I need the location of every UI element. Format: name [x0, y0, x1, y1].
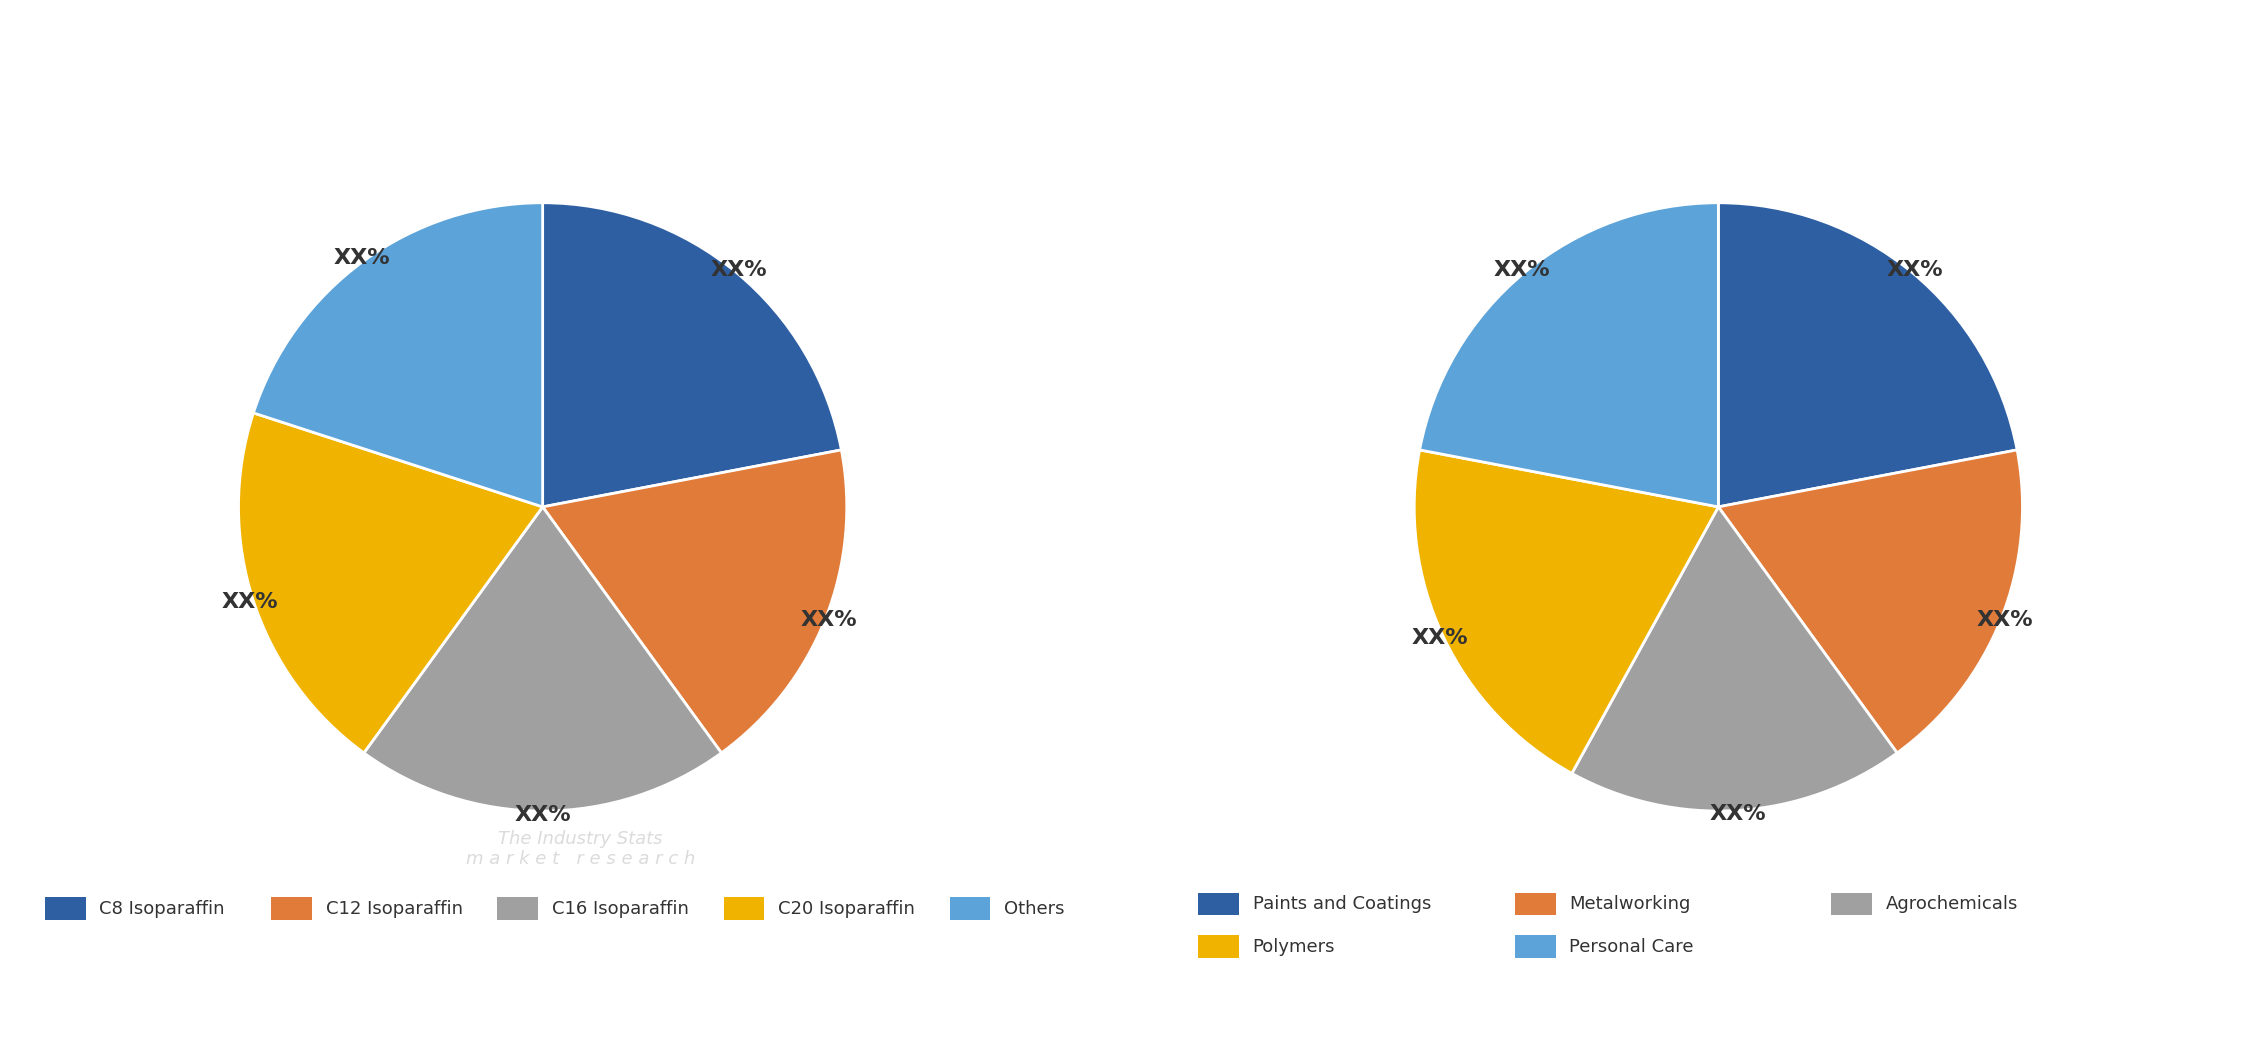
Text: Source: Theindustrystats Analysis: Source: Theindustrystats Analysis [45, 1004, 421, 1022]
Wedge shape [253, 203, 543, 507]
Text: Website: www.theindustrystats.com: Website: www.theindustrystats.com [1816, 1004, 2216, 1022]
Text: XX%: XX% [800, 610, 857, 630]
Bar [950, 898, 990, 920]
Text: XX%: XX% [1886, 260, 1942, 280]
Text: Metalworking: Metalworking [1569, 894, 1691, 913]
Bar [1198, 936, 1239, 958]
Wedge shape [1718, 450, 2024, 753]
Wedge shape [237, 413, 543, 753]
Bar [45, 898, 86, 920]
Bar [497, 898, 538, 920]
Wedge shape [364, 507, 721, 811]
Text: XX%: XX% [513, 805, 572, 825]
Text: XX%: XX% [1411, 628, 1467, 648]
Text: The Industry Stats
m a r k e t   r e s e a r c h: The Industry Stats m a r k e t r e s e a… [466, 830, 696, 868]
Text: C8 Isoparaffin: C8 Isoparaffin [99, 900, 226, 918]
Text: XX%: XX% [1709, 805, 1766, 824]
Bar [1198, 892, 1239, 916]
Text: XX%: XX% [332, 248, 389, 268]
Text: Email: sales@theindustrystats.com: Email: sales@theindustrystats.com [938, 1004, 1323, 1022]
Bar [1515, 892, 1556, 916]
Text: XX%: XX% [222, 592, 278, 612]
Wedge shape [543, 203, 841, 507]
Wedge shape [1420, 203, 1718, 507]
Text: Personal Care: Personal Care [1569, 938, 1693, 956]
Wedge shape [543, 450, 848, 753]
Text: XX%: XX% [1495, 260, 1551, 280]
Text: C20 Isoparaffin: C20 Isoparaffin [778, 900, 916, 918]
Text: XX%: XX% [1976, 610, 2033, 630]
Wedge shape [1718, 203, 2017, 507]
Text: C16 Isoparaffin: C16 Isoparaffin [552, 900, 690, 918]
Wedge shape [1571, 507, 1897, 811]
Text: XX%: XX% [710, 260, 766, 280]
Bar [1515, 936, 1556, 958]
Bar [1831, 892, 1872, 916]
Bar [271, 898, 312, 920]
Wedge shape [1413, 450, 1718, 773]
Text: Paints and Coatings: Paints and Coatings [1253, 894, 1431, 913]
Text: Polymers: Polymers [1253, 938, 1334, 956]
Text: Others: Others [1004, 900, 1065, 918]
Bar [724, 898, 764, 920]
Text: Fig. Global Isoparaffin Solvents Market Share by Product Types & Application: Fig. Global Isoparaffin Solvents Market … [41, 55, 1370, 84]
Text: Agrochemicals: Agrochemicals [1886, 894, 2019, 913]
Text: C12 Isoparaffin: C12 Isoparaffin [326, 900, 464, 918]
